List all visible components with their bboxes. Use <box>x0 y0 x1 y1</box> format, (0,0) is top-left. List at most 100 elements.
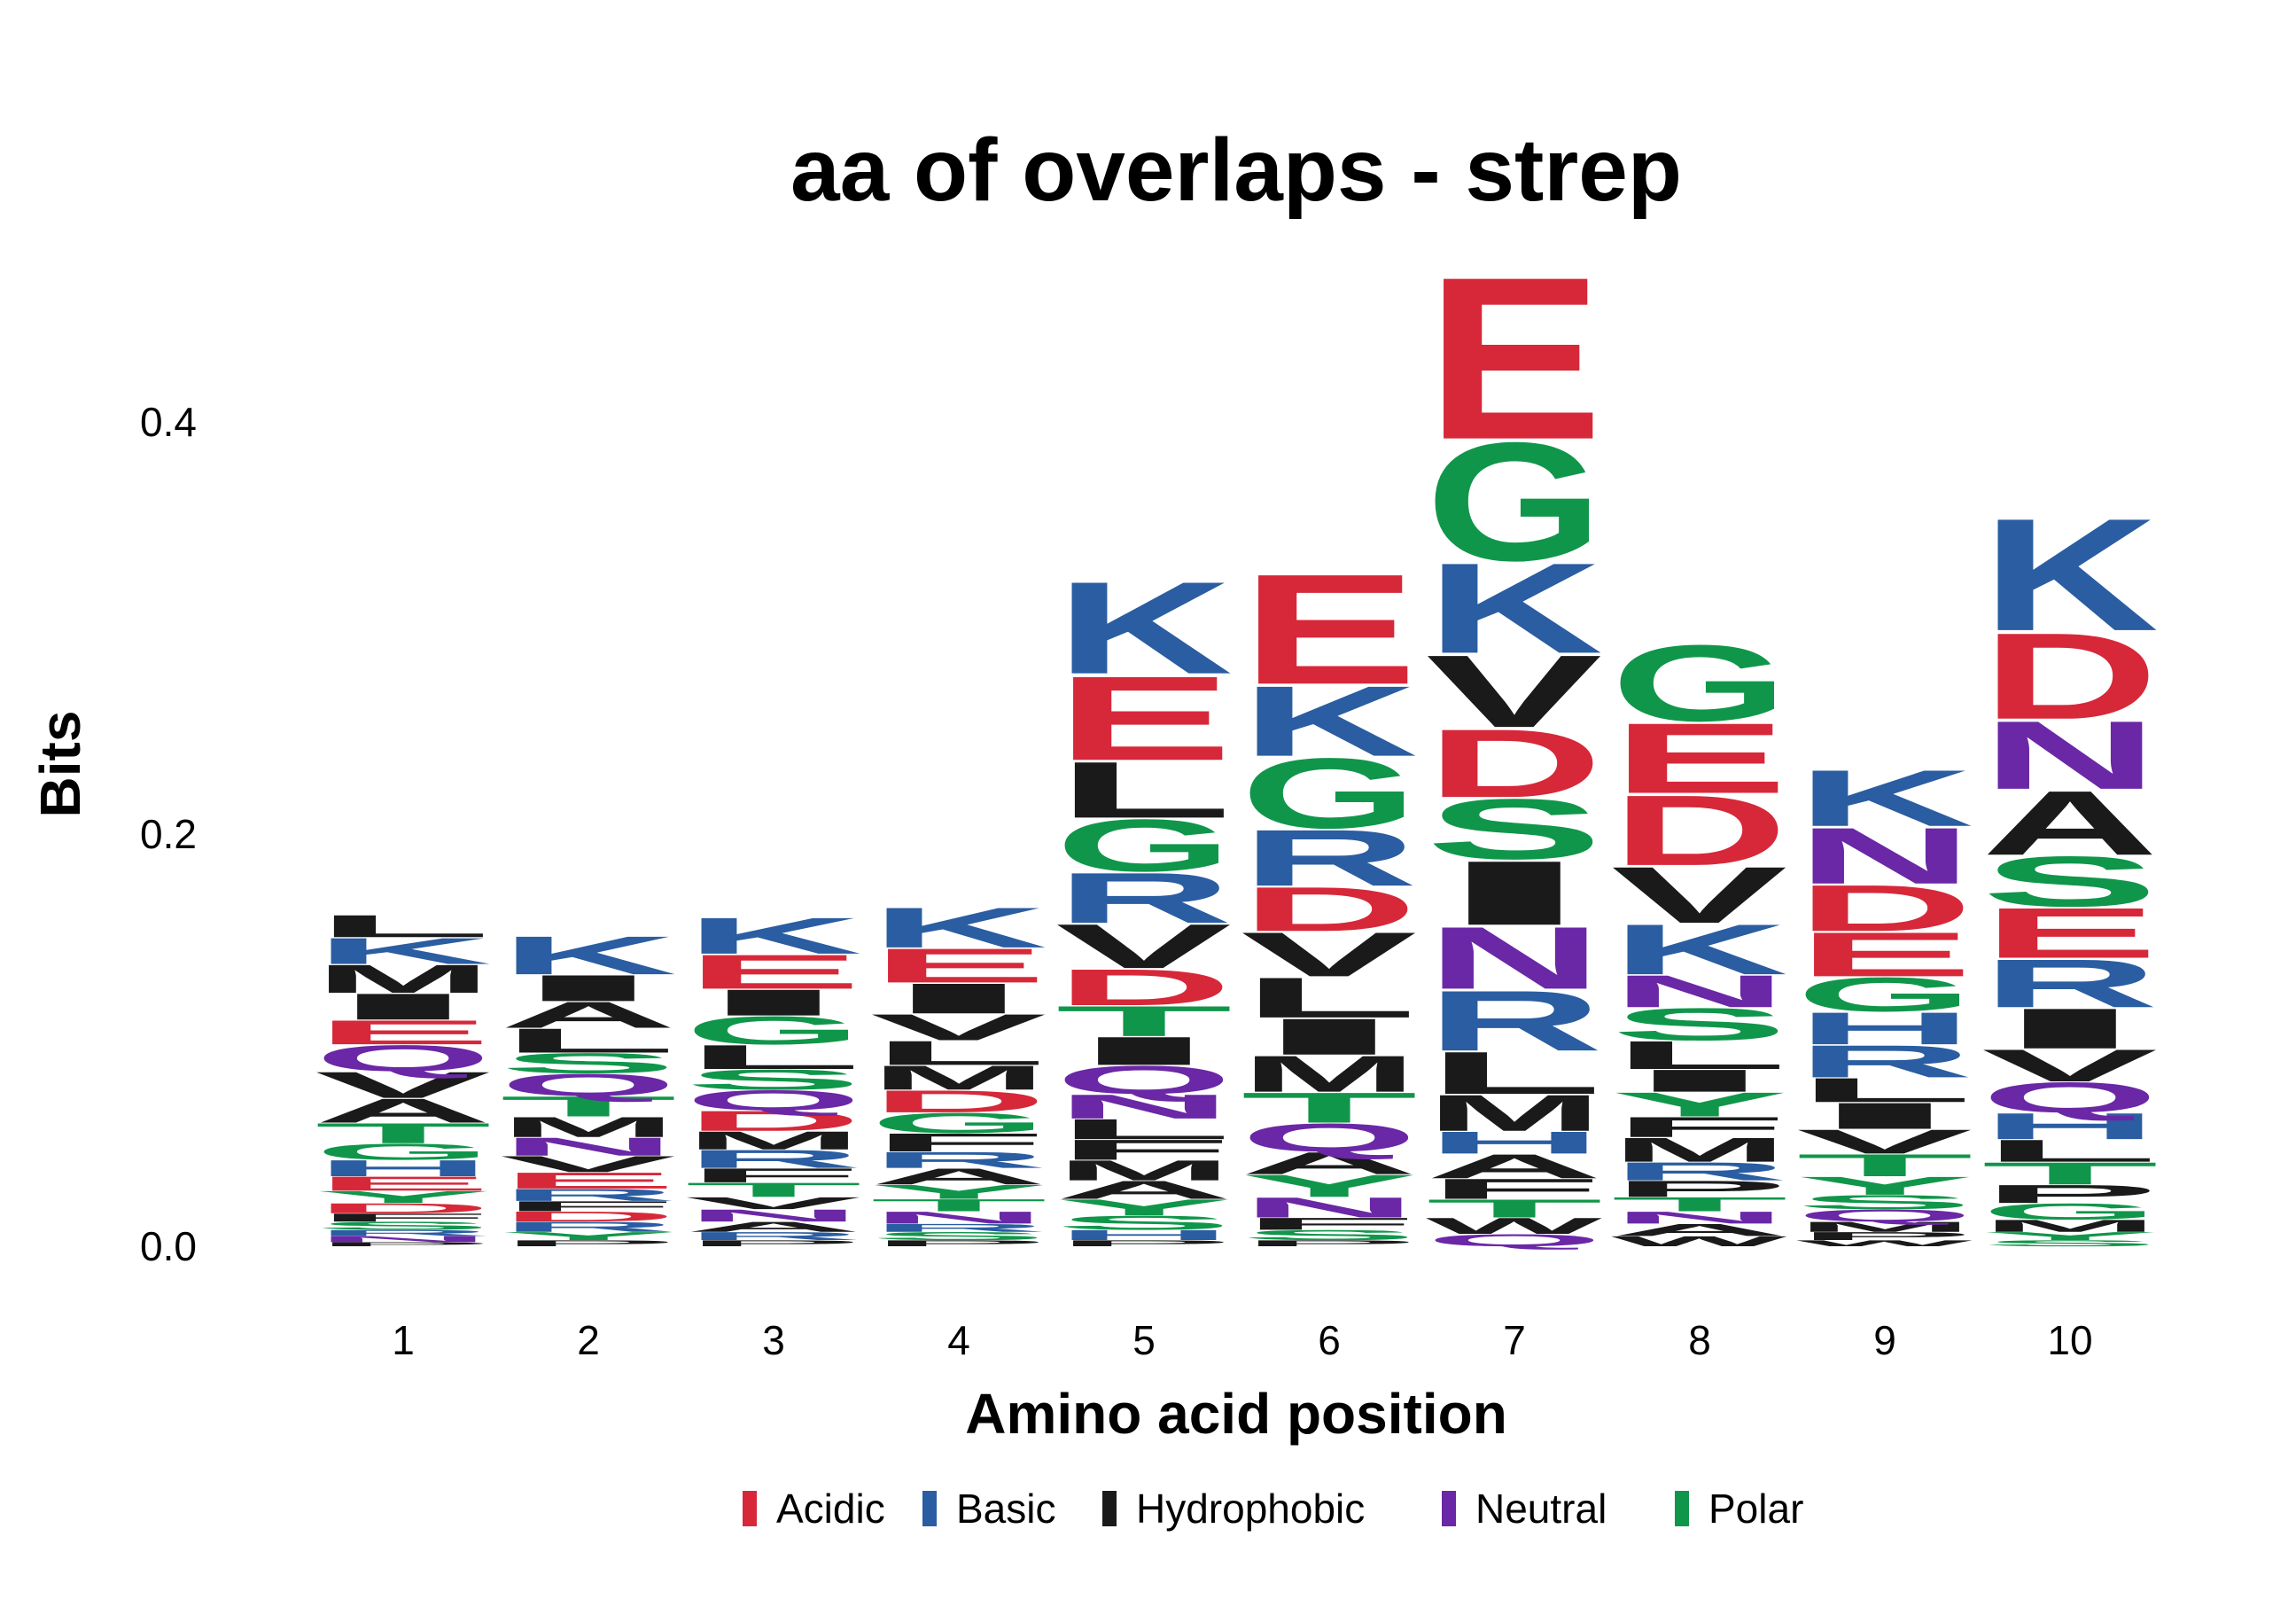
logo-letter-D: D <box>1981 608 2159 745</box>
y-tick-label: 0.4 <box>140 399 197 445</box>
logo-letter-K: K <box>315 931 492 972</box>
x-tick-label: 9 <box>1873 1317 1896 1363</box>
legend-label-polar: Polar <box>1708 1486 1803 1532</box>
logo-letter-F: F <box>1055 1134 1233 1166</box>
logo-letter-S: S <box>1611 999 1788 1050</box>
logo-letter-M: M <box>1426 1085 1603 1143</box>
logo-letter-A: A <box>1055 1175 1233 1204</box>
logo-letter-Y: Y <box>1611 1086 1788 1124</box>
logo-letter-G: G <box>1981 1198 2159 1224</box>
logo-letter-S: S <box>1241 1227 1418 1243</box>
legend-label-neutral: Neutral <box>1475 1486 1607 1532</box>
logo-letter-A: A <box>1241 1145 1418 1181</box>
logo-letter-K: K <box>500 924 677 986</box>
logo-letter-E: E <box>870 939 1047 993</box>
logo-letter-A: A <box>1426 1147 1603 1185</box>
logo-letter-R: R <box>1241 813 1418 902</box>
logo-letter-Q: Q <box>1241 1115 1418 1159</box>
logo-letter-N: N <box>1055 1088 1233 1126</box>
logo-letter-S: S <box>1426 782 1603 878</box>
logo-letter-N: N <box>1611 1208 1788 1228</box>
logo-letter-M: M <box>1611 1131 1788 1169</box>
logo-letter-T: T <box>685 1179 862 1201</box>
y-tick-label: 0.2 <box>140 811 197 857</box>
y-tick-label: 0.0 <box>140 1223 197 1269</box>
logo-letter-G: G <box>1796 968 1973 1022</box>
legend-label-acidic: Acidic <box>776 1486 885 1532</box>
logo-letter-D: D <box>500 1208 677 1224</box>
logo-letter-I: I <box>1796 1096 1973 1137</box>
logo-letter-M: M <box>315 956 492 1002</box>
logo-letter-I: I <box>315 986 492 1027</box>
logo-letter-L: L <box>1796 1071 1973 1109</box>
logo-letter-V: V <box>1796 1122 1973 1160</box>
logo-letter-R: R <box>870 1221 1047 1234</box>
logo-letter-D: D <box>1796 871 1973 945</box>
logo-letter-Q: Q <box>500 1067 677 1103</box>
logo-letter-G: G <box>1611 622 1788 744</box>
logo-letter-R: R <box>1796 1036 1973 1088</box>
logo-letter-P: P <box>685 1238 862 1248</box>
logo-letter-N: N <box>1796 811 1973 901</box>
logo-letter-T: T <box>500 1090 677 1122</box>
logo-letter-T: T <box>870 1196 1047 1215</box>
logo-letter-L: L <box>1981 1134 2159 1169</box>
logo-letter-T: T <box>1426 1194 1603 1222</box>
logo-stacks: PNRSFDYEHGTAVQEIMKLPYRDFREVNMTQSLAIKPRAN… <box>315 229 2159 1251</box>
logo-letter-G: G <box>685 1008 862 1052</box>
logo-letter-D: D <box>315 1200 492 1216</box>
logo-letter-M: M <box>1981 1216 2159 1236</box>
logo-letter-I: I <box>1426 842 1603 944</box>
logo-letter-V: V <box>1981 1040 2158 1091</box>
logo-letter-T: T <box>1611 1193 1788 1215</box>
logo-letter-K: K <box>1241 666 1418 777</box>
logo-letter-R: R <box>870 1147 1047 1173</box>
logo-letter-L: L <box>1426 1040 1603 1107</box>
x-tick-label: 1 <box>392 1317 415 1363</box>
logo-letter-L: L <box>1055 745 1233 835</box>
logo-letter-E: E <box>1611 703 1788 815</box>
logo-letter-R: R <box>1426 972 1603 1068</box>
logo-letter-F: F <box>500 1198 677 1214</box>
logo-letter-N: N <box>1611 966 1788 1018</box>
legend-swatch-polar <box>1675 1491 1689 1526</box>
logo-letter-S: S <box>315 1220 492 1232</box>
logo-letter-P: P <box>1796 1229 1973 1242</box>
logo-letter-E: E <box>1796 920 1973 990</box>
logo-letter-Q: Q <box>1981 1073 2159 1121</box>
logo-letter-E: E <box>685 945 862 999</box>
logo-letter-N: N <box>1981 700 2159 809</box>
logo-letter-H: H <box>1426 1125 1603 1160</box>
logo-letter-R: R <box>500 1219 677 1235</box>
logo-letter-E: E <box>500 1168 677 1194</box>
logo-letter-R: R <box>500 1185 677 1205</box>
x-axis-ticks: 1 2 3 4 5 6 7 8 9 10 <box>392 1317 2092 1363</box>
logo-letter-Y: Y <box>1241 1168 1418 1204</box>
x-tick-label: 8 <box>1688 1317 1711 1363</box>
logo-letter-V: V <box>1611 850 1787 940</box>
logo-letter-N: N <box>1426 909 1603 1008</box>
logo-letter-A: A <box>500 994 677 1036</box>
logo-letter-D: D <box>1611 775 1788 886</box>
x-tick-label: 7 <box>1503 1317 1526 1363</box>
x-tick-label: 4 <box>947 1317 970 1363</box>
logo-letter-T: T <box>1796 1148 1973 1183</box>
logo-letter-L: L <box>870 1034 1047 1072</box>
logo-letter-G: G <box>1055 804 1233 887</box>
logo-letter-E: E <box>1241 542 1418 717</box>
logo-letter-K: K <box>1611 909 1788 989</box>
logo-letter-N: N <box>1241 1191 1418 1223</box>
logo-letter-D: D <box>1241 874 1418 944</box>
legend-swatch-hydrophobic <box>1102 1491 1117 1526</box>
legend-label-basic: Basic <box>956 1486 1055 1532</box>
logo-letter-S: S <box>1981 841 2159 921</box>
x-tick-label: 6 <box>1318 1317 1341 1363</box>
legend-swatch-neutral <box>1442 1491 1456 1526</box>
logo-letter-D: D <box>685 1105 862 1137</box>
logo-letter-M: M <box>1796 1219 1973 1235</box>
logo-letter-L: L <box>500 1022 677 1060</box>
